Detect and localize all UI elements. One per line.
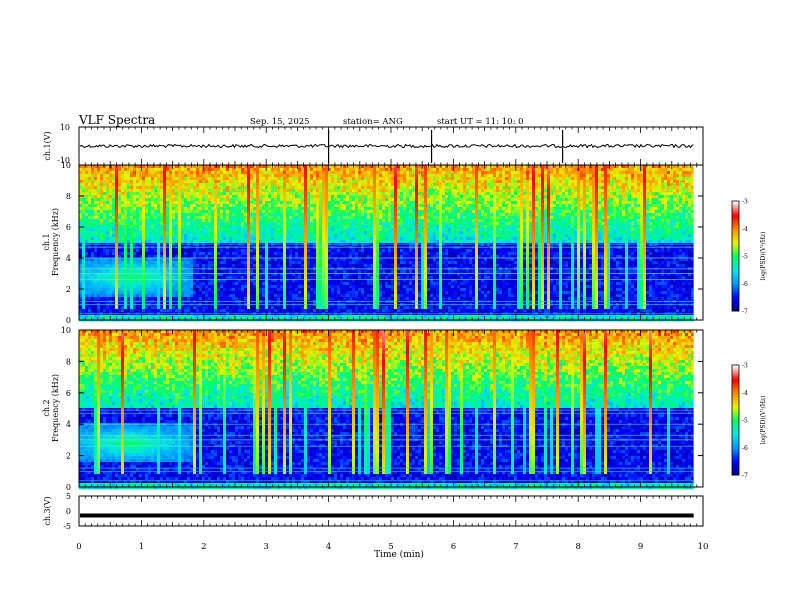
ch1-waveform-line — [80, 144, 694, 147]
ch2-spec-ylabel-1: ch.2 — [42, 399, 51, 416]
cbar2-tick-1: -4 — [742, 390, 748, 397]
ch2-spec-ylabel-2: Frequency (kHz) — [51, 374, 60, 442]
cbar1-tick-0: -3 — [742, 199, 748, 206]
ch1-spectrogram-image — [79, 165, 703, 321]
header: VLF Spectra Sep. 15, 2025 station= ANG s… — [78, 113, 524, 127]
colorbar-2-ticks: -3 -4 -5 -6 -7 — [742, 363, 748, 480]
x-tick-label-0: 0 — [76, 542, 81, 552]
station: station= ANG — [343, 117, 403, 127]
channel-1-panel: 10 -10 ch.1(V) — [43, 123, 703, 165]
cbar2-tick-0: -3 — [742, 363, 748, 370]
x-tick-label-9: 9 — [638, 542, 643, 552]
x-tick-label-4: 4 — [326, 542, 331, 552]
channel-2-spectrogram: 0 2 4 6 8 10 ch.2 Frequency (kHz) — [42, 326, 703, 492]
ch3-ytick-top: 5 — [66, 492, 71, 501]
colorbar-1-gradient — [732, 201, 739, 312]
cbar2-tick-3: -6 — [742, 445, 748, 452]
ch2-spectrogram-image — [79, 330, 703, 489]
colorbar-2: -3 -4 -5 -6 -7 log(PSD)(V²/Hz) — [732, 363, 767, 480]
spec1-ytick-label-0: 0 — [66, 316, 71, 325]
x-tick-label-6: 6 — [451, 542, 456, 552]
colorbar-1-label: log(PSD)(V²/Hz) — [760, 232, 767, 281]
colorbar-1: -3 -4 -5 -6 -7 log(PSD)(V²/Hz) — [732, 199, 767, 316]
ch1-spec-ylabel-2: Frequency (kHz) — [51, 208, 60, 276]
spec1-ytick-label-2: 4 — [66, 254, 71, 263]
spec2-ytick-label-3: 6 — [66, 389, 71, 398]
x-axis-label: Time (min) — [374, 549, 424, 560]
spec1-ytick-label-5: 10 — [61, 161, 71, 170]
date: Sep. 15, 2025 — [250, 117, 310, 127]
spec2-ytick-label-2: 4 — [66, 420, 71, 429]
cbar2-tick-4: -7 — [742, 473, 748, 480]
cbar1-tick-1: -4 — [742, 226, 748, 233]
x-tick-label-7: 7 — [513, 542, 518, 552]
ch1-ylabel: ch.1(V) — [43, 131, 52, 160]
x-tick-label-8: 8 — [575, 542, 580, 552]
cbar2-tick-2: -5 — [742, 418, 748, 425]
channel-1-spectrogram: 0 2 4 6 8 10 ch.1 Frequency (kHz) — [42, 161, 703, 325]
colorbar-2-gradient — [732, 365, 739, 476]
ch3-ylabel: ch.3(V) — [43, 496, 52, 525]
cbar1-tick-4: -7 — [742, 309, 748, 316]
start-ut: start UT = 11: 10: 0 — [437, 117, 524, 127]
x-tick-label-3: 3 — [263, 542, 268, 552]
spec1-ytick-label-1: 2 — [66, 285, 71, 294]
ch3-waveform-line — [80, 514, 694, 518]
ch1-spec-ylabel-1: ch.1 — [42, 233, 51, 250]
ch3-ytick-mid: 0 — [66, 507, 71, 516]
colorbar-2-label: log(PSD)(V²/Hz) — [760, 396, 767, 445]
cbar1-tick-2: -5 — [742, 254, 748, 261]
spec2-ytick-label-5: 10 — [61, 326, 71, 335]
spec2-ytick-label-1: 2 — [66, 452, 71, 461]
vlf-spectra-figure: VLF Spectra Sep. 15, 2025 station= ANG s… — [0, 0, 792, 612]
channel-3-panel: 5 0 -5 ch.3(V) — [43, 492, 703, 531]
spec2-ytick-label-0: 0 — [66, 483, 71, 492]
spec1-ytick-label-3: 6 — [66, 223, 71, 232]
x-tick-label-1: 1 — [139, 542, 144, 552]
spec1-ytick-label-4: 8 — [66, 192, 71, 201]
x-tick-label-2: 2 — [201, 542, 206, 552]
title: VLF Spectra — [78, 113, 155, 127]
x-tick-label-10: 10 — [698, 542, 709, 552]
ch1-ytick-top: 10 — [60, 123, 70, 132]
cbar1-tick-3: -6 — [742, 281, 748, 288]
spec2-ytick-label-4: 8 — [66, 357, 71, 366]
colorbar-1-ticks: -3 -4 -5 -6 -7 — [742, 199, 748, 316]
ch3-ytick-bottom: -5 — [63, 522, 71, 531]
